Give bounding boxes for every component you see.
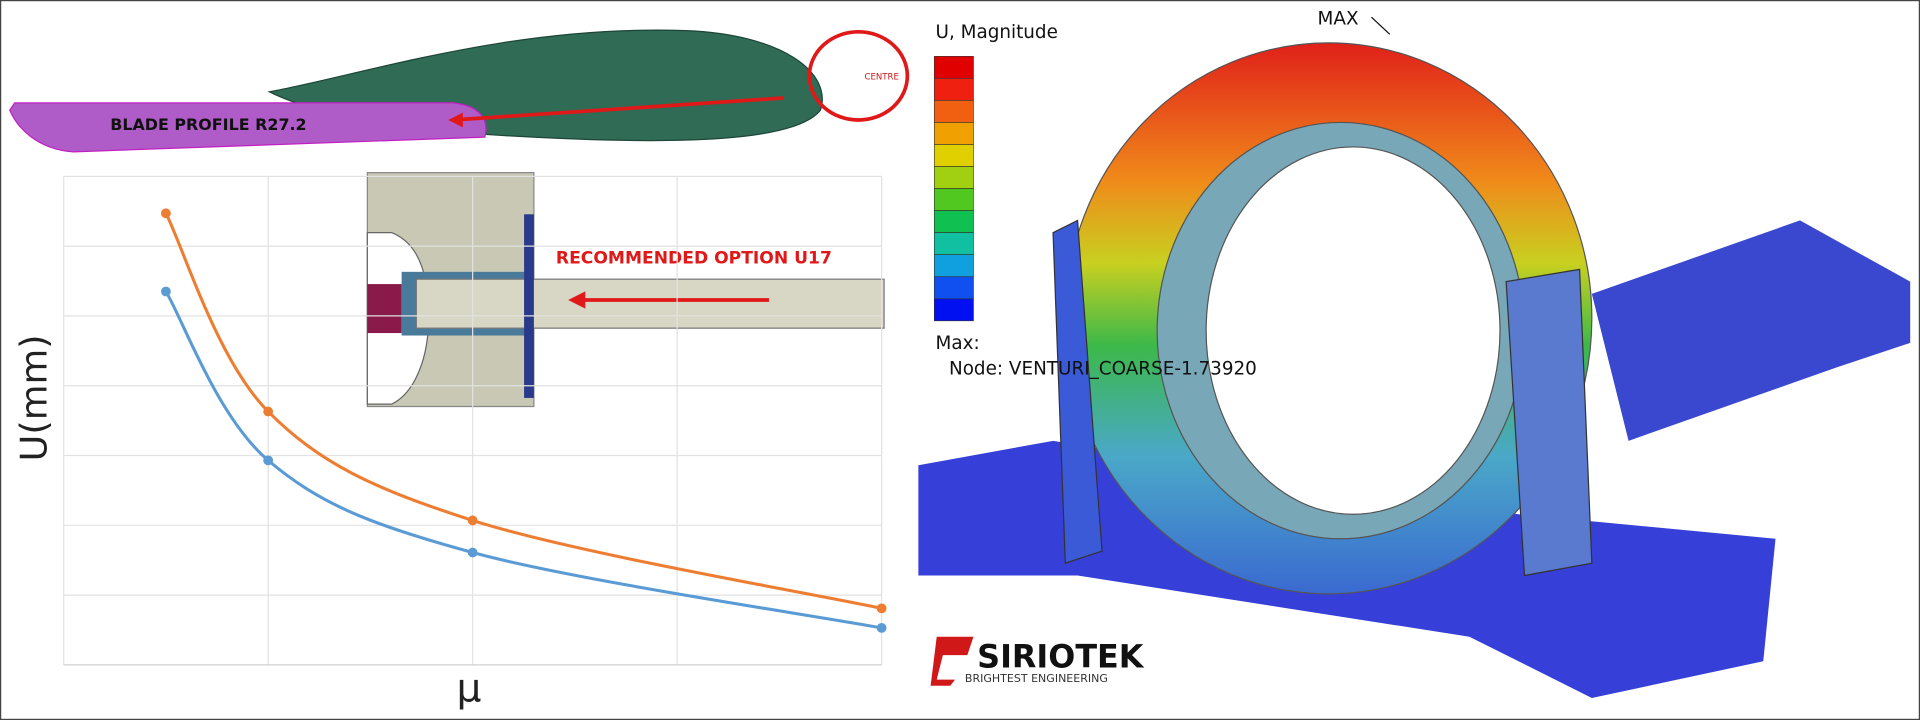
- color-band: [933, 298, 974, 322]
- max-label: Max:: [936, 333, 980, 354]
- max-pointer: [1371, 16, 1391, 35]
- inset-label: RECOMMENDED OPTION U17: [556, 248, 832, 268]
- color-band: [933, 100, 974, 123]
- y-axis-label: U(mm): [13, 334, 56, 461]
- fea-figure: [918, 42, 1911, 698]
- series-line: [164, 290, 882, 630]
- color-band: [933, 254, 974, 278]
- color-band: [933, 122, 974, 145]
- legend-title: U, Magnitude: [936, 22, 1058, 43]
- logo-text: SIRIOTEK: [977, 637, 1145, 675]
- data-point: [876, 623, 887, 633]
- data-point: [263, 455, 274, 466]
- blade-figure: BLADE PROFILE R27.2 CENTRE: [9, 29, 910, 153]
- color-band: [933, 188, 974, 211]
- color-band: [933, 210, 974, 233]
- color-band: [933, 276, 974, 300]
- logo: SIRIOTEK BRIGHTEST ENGINEERING: [930, 636, 1145, 686]
- color-band: [933, 166, 974, 189]
- data-point: [467, 515, 478, 526]
- data-point: [161, 208, 171, 219]
- color-band: [933, 144, 974, 167]
- chart: μ U(mm): [13, 175, 887, 712]
- color-band: [933, 232, 974, 256]
- color-band: [933, 78, 974, 101]
- blade-label: BLADE PROFILE R27.2: [110, 115, 306, 134]
- inset-figure: RECOMMENDED OPTION U17: [366, 172, 885, 408]
- centre-label: CENTRE: [864, 73, 898, 83]
- x-axis-label: μ: [457, 667, 482, 712]
- color-band: [933, 56, 974, 79]
- data-point: [467, 547, 478, 558]
- data-point: [161, 286, 171, 297]
- logo-tagline: BRIGHTEST ENGINEERING: [965, 672, 1108, 685]
- node-label: Node: VENTURI_COARSE-1.73920: [949, 359, 1257, 380]
- color-legend: [933, 56, 974, 322]
- series-line: [164, 212, 882, 610]
- data-point: [876, 603, 887, 614]
- max-marker: MAX: [1318, 8, 1359, 29]
- data-point: [263, 406, 274, 417]
